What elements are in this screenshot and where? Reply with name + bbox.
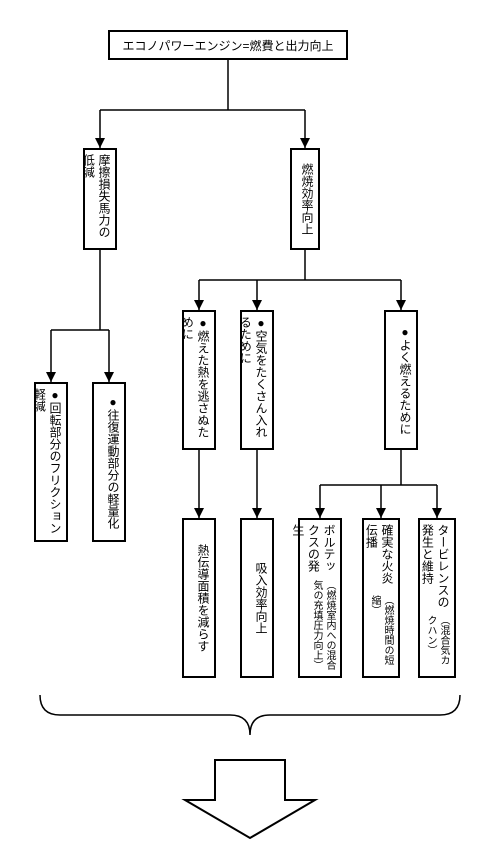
node-label: 熱伝導面積を減らす	[194, 544, 210, 652]
node-heat: 燃えた熱を逃さぬために	[182, 310, 216, 450]
node-combustion: 燃焼効率向上	[290, 148, 320, 250]
node-label: 往復運動部分の軽量化	[104, 395, 120, 529]
node-sublabel: （混合気カクハン）	[424, 615, 450, 672]
node-root: エコノパワーエンジン=燃費と出力向上	[108, 30, 348, 60]
node-recip: 往復運動部分の軽量化	[92, 382, 126, 542]
node-label: ボルテックスの発生	[289, 524, 336, 580]
node-label: 確実な火炎伝播	[363, 524, 394, 595]
node-sublabel: （燃焼時間の短縮）	[368, 595, 394, 672]
node-air: 空気をたくさん入れるために	[240, 310, 274, 450]
node-friction: 摩擦損失馬力の低減	[83, 148, 117, 250]
node-label: 燃焼効率向上	[298, 163, 314, 235]
node-label: 回転部分のフリクション軽減	[31, 388, 62, 536]
node-label: 吸入効率向上	[252, 562, 268, 634]
node-label: タービレンスの発生と維持	[419, 524, 450, 615]
node-burn: よく燃えるために	[384, 310, 418, 450]
node-label: 摩擦損失馬力の低減	[80, 154, 111, 244]
node-vortex: ボルテックスの発生（燃焼室内への混合気の充填圧力向上）	[298, 518, 342, 678]
node-label: 空気をたくさん入れるために	[237, 316, 268, 444]
node-heatcond: 熱伝導面積を減らす	[182, 518, 216, 678]
node-intake: 吸入効率向上	[240, 518, 274, 678]
node-flame: 確実な火炎伝播（燃焼時間の短縮）	[362, 518, 400, 678]
node-turb: タービレンスの発生と維持（混合気カクハン）	[418, 518, 456, 678]
node-rotation: 回転部分のフリクション軽減	[34, 382, 68, 542]
node-sublabel: （燃焼室内への混合気の充填圧力向上）	[310, 580, 336, 673]
node-label: エコノパワーエンジン=燃費と出力向上	[122, 37, 333, 54]
node-label: よく燃えるために	[396, 325, 412, 435]
node-label: 燃えた熱を逃さぬために	[179, 316, 210, 444]
